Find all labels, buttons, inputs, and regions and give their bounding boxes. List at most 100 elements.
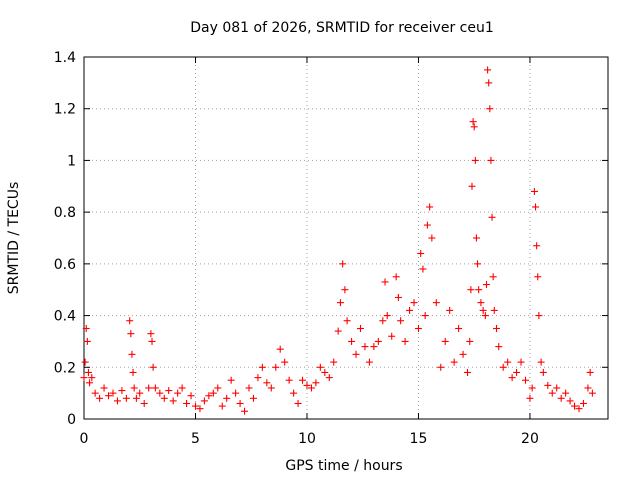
data-point — [299, 376, 307, 384]
data-point — [571, 402, 579, 410]
data-point — [575, 405, 583, 413]
data-point — [91, 389, 99, 397]
data-point — [183, 399, 191, 407]
data-point — [455, 325, 463, 332]
data-point — [227, 376, 235, 384]
data-point — [470, 123, 478, 131]
data-point — [410, 299, 418, 307]
plot-frame — [83, 56, 609, 420]
data-point — [544, 381, 552, 389]
data-point — [392, 273, 400, 281]
data-point — [432, 299, 440, 307]
data-point — [174, 389, 182, 397]
data-point — [539, 368, 547, 376]
data-point — [147, 330, 155, 338]
y-tick-label: 1.2 — [54, 102, 76, 118]
data-point — [579, 399, 587, 407]
data-point — [113, 397, 121, 405]
data-point — [499, 363, 507, 371]
x-tick-label: 15 — [410, 431, 428, 447]
data-point — [80, 374, 88, 382]
data-point — [129, 368, 137, 376]
data-point — [258, 363, 266, 371]
data-point — [325, 374, 333, 382]
data-point — [479, 306, 487, 314]
data-point — [532, 203, 540, 211]
data-point — [140, 399, 148, 407]
data-point — [316, 363, 324, 371]
y-tick-label: 1 — [67, 153, 76, 169]
data-point — [105, 392, 113, 400]
data-point — [528, 384, 536, 392]
data-point — [489, 273, 497, 281]
data-point — [383, 312, 391, 320]
data-point — [379, 317, 387, 325]
data-point — [272, 363, 280, 371]
data-point — [437, 363, 445, 371]
data-point — [241, 407, 249, 415]
y-tick-label: 1.4 — [54, 50, 76, 66]
data-point — [336, 299, 344, 307]
data-point — [136, 389, 144, 397]
data-point — [84, 368, 92, 376]
chart-title: Day 081 of 2026, SRMTID for receiver ceu… — [190, 20, 494, 36]
data-point — [486, 105, 494, 113]
data-point — [548, 389, 556, 397]
data-point — [370, 343, 378, 351]
data-point — [533, 242, 541, 250]
data-point — [521, 376, 529, 384]
data-point — [513, 368, 521, 376]
data-point — [341, 286, 349, 294]
x-axis-label: GPS time / hours — [285, 458, 402, 474]
data-point — [504, 358, 512, 366]
data-point — [374, 337, 382, 345]
data-point — [414, 325, 422, 332]
data-point — [130, 384, 138, 392]
data-point — [148, 337, 156, 345]
data-point — [96, 394, 104, 402]
data-point — [588, 389, 596, 397]
data-point — [468, 182, 476, 190]
data-point — [530, 187, 538, 195]
data-point — [475, 286, 483, 294]
data-point — [249, 394, 257, 402]
data-point — [254, 374, 262, 382]
x-tick-label: 20 — [521, 431, 539, 447]
data-point — [534, 273, 542, 281]
data-point — [169, 397, 177, 405]
data-point — [281, 358, 289, 366]
data-point — [214, 384, 222, 392]
data-point — [343, 317, 351, 325]
y-tick-label: 0.6 — [54, 257, 76, 273]
data-point — [209, 389, 217, 397]
data-point — [537, 358, 545, 366]
data-point — [88, 374, 96, 382]
data-point — [586, 368, 594, 376]
x-tick-label: 0 — [80, 431, 89, 447]
data-point — [81, 358, 89, 366]
data-point — [223, 394, 231, 402]
y-axis-label: SRMTID / TECUs — [6, 182, 22, 295]
data-point — [464, 368, 472, 376]
data-point — [553, 384, 561, 392]
data-point — [178, 384, 186, 392]
data-point — [263, 379, 271, 387]
data-point — [482, 281, 490, 289]
data-point — [397, 317, 405, 325]
y-tick-label: 0.4 — [54, 309, 76, 325]
data-point — [132, 394, 140, 402]
data-point — [557, 394, 565, 402]
data-point — [245, 384, 253, 392]
data-point — [352, 350, 360, 358]
data-point — [484, 66, 492, 74]
data-point — [495, 343, 503, 351]
data-point — [450, 358, 458, 366]
data-point — [200, 397, 208, 405]
data-point — [294, 399, 302, 407]
data-point — [100, 384, 108, 392]
data-point — [426, 203, 434, 211]
data-point — [488, 213, 496, 221]
data-point — [388, 332, 396, 340]
data-points — [80, 66, 596, 415]
